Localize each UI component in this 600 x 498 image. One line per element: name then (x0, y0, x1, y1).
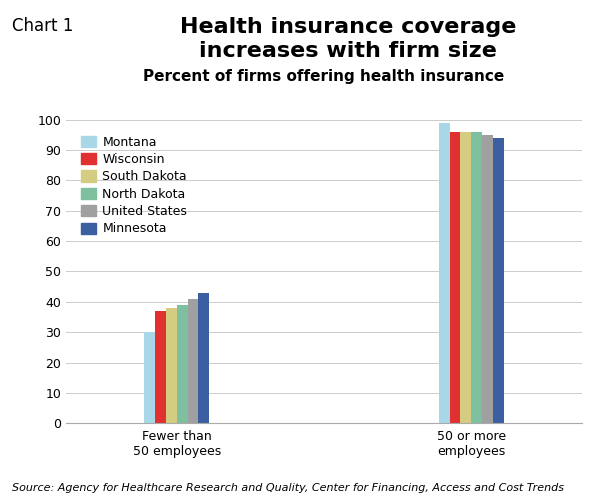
Text: Source: Agency for Healthcare Research and Quality, Center for Financing, Access: Source: Agency for Healthcare Research a… (12, 483, 564, 493)
Bar (482, 134, 493, 423)
Text: Health insurance coverage
increases with firm size: Health insurance coverage increases with… (180, 17, 516, 61)
Bar (145, 332, 155, 423)
Bar (449, 131, 460, 423)
Bar (439, 123, 449, 423)
Bar (460, 131, 471, 423)
Bar (155, 311, 166, 423)
Text: Chart 1: Chart 1 (12, 17, 73, 35)
Bar (177, 305, 188, 423)
Bar (199, 293, 209, 423)
Bar (166, 308, 177, 423)
Legend: Montana, Wisconsin, South Dakota, North Dakota, United States, Minnesota: Montana, Wisconsin, South Dakota, North … (77, 132, 191, 239)
Bar (493, 138, 503, 423)
Bar (188, 299, 199, 423)
Title: Percent of firms offering health insurance: Percent of firms offering health insuran… (143, 69, 505, 84)
Bar (471, 131, 482, 423)
